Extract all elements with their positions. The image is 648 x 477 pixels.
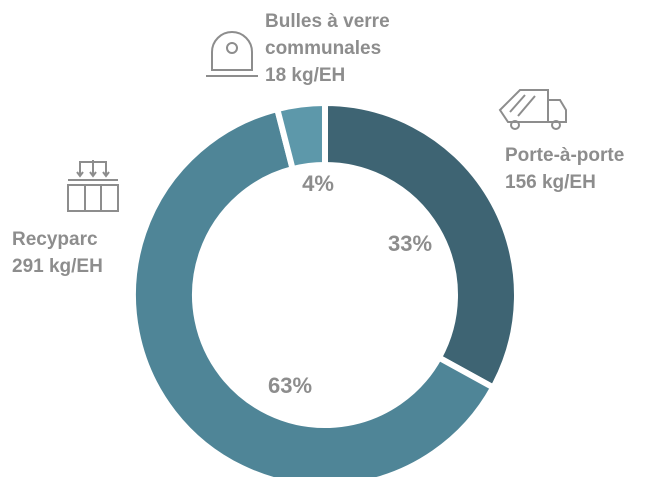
amount-label: 291 kg/EH bbox=[12, 256, 103, 277]
percent-label: 63% bbox=[268, 373, 312, 398]
truck-icon bbox=[498, 89, 567, 130]
donut-segment bbox=[273, 99, 328, 173]
donut-segment bbox=[130, 105, 498, 477]
label-recyparc: Recyparc 291 kg/EH bbox=[12, 226, 103, 280]
amount-label: 156 kg/EH bbox=[505, 172, 596, 193]
amount-label: 18 kg/EH bbox=[265, 65, 346, 86]
label-porte: Porte-à-porte 156 kg/EH bbox=[505, 142, 624, 196]
donut-segment bbox=[322, 99, 520, 392]
percent-label: 4% bbox=[302, 171, 334, 196]
bell-icon bbox=[206, 31, 258, 77]
percent-label: 33% bbox=[388, 231, 432, 256]
category-label: Bulles à verre communales bbox=[265, 11, 390, 59]
recyparc-icon bbox=[67, 160, 119, 212]
label-bulles: Bulles à verre communales 18 kg/EH bbox=[265, 8, 415, 89]
category-label: Porte-à-porte bbox=[505, 145, 625, 166]
category-label: Recyparc bbox=[12, 229, 98, 250]
